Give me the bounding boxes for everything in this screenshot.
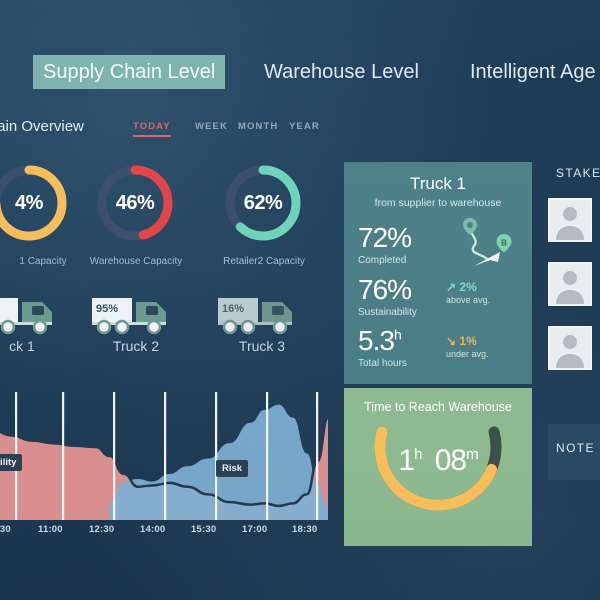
gauge-value-1: 46%: [115, 191, 155, 214]
page-title: Chain Overview: [0, 118, 84, 135]
x-tick-6: 18:30: [292, 524, 318, 535]
stakeholders-heading: STAKE: [556, 166, 600, 180]
avatar[interactable]: [548, 198, 592, 242]
truck-label-1: ck 1: [9, 338, 35, 354]
stat-sustainability: 76% Sustainability: [358, 274, 417, 319]
delta-total-hours: ↘ 1% under avg.: [446, 334, 520, 359]
section-header-row: Chain Overview TODAY WEEK MONTH YEAR: [0, 118, 600, 140]
filter-month[interactable]: MONTH: [238, 121, 279, 132]
truck-detail-subtitle: from supplier to warehouse: [374, 197, 502, 209]
filter-week[interactable]: WEEK: [195, 121, 228, 132]
truck-load-3: 16%: [222, 303, 245, 315]
x-tick-2: 12:30: [89, 524, 115, 535]
notes-panel[interactable]: [548, 424, 600, 480]
time-to-reach-value: 1h 08m: [398, 444, 478, 477]
truck-icon: [218, 298, 292, 335]
arrow-down-icon: ↘: [446, 334, 457, 348]
person-avatar-icon: [556, 335, 584, 368]
chart-label-risk: Risk: [216, 460, 249, 477]
x-tick-5: 17:00: [242, 524, 268, 535]
tab-warehouse-level[interactable]: Warehouse Level: [264, 61, 419, 83]
capacity-gauge-group: 4% 1 Capacity 46% Warehouse Capacity 62%…: [0, 160, 340, 280]
gauge-warehouse-capacity[interactable]: 46%: [92, 160, 178, 246]
svg-text:B: B: [501, 239, 507, 248]
filter-today[interactable]: TODAY: [133, 121, 171, 137]
stat-sustainability-value: 76%: [358, 274, 412, 305]
chart-gridline-6: [316, 392, 319, 520]
time-to-reach-title: Time to Reach Warehouse: [364, 400, 512, 414]
truck-label-2: Truck 2: [112, 338, 160, 354]
delta-sustainability-value: ↗ 2%: [446, 280, 477, 294]
gauge-caption-1: Warehouse Capacity: [89, 256, 183, 267]
notes-heading: NOTE: [556, 441, 595, 455]
x-tick-3: 14:00: [140, 524, 166, 535]
tab-supply-chain-level[interactable]: Supply Chain Level: [33, 55, 226, 89]
x-tick-1: 11:00: [38, 524, 63, 535]
stat-completed-value: 72%: [358, 222, 412, 253]
area-chart-svg: [0, 392, 330, 520]
delta-sustainability: ↗ 2% above avg.: [446, 280, 520, 305]
chart-gridline-2: [113, 392, 116, 520]
time-to-reach-panel: Time to Reach Warehouse 1h 08m: [344, 388, 532, 546]
time-gauge-arc: [374, 426, 502, 511]
person-avatar-icon: [556, 207, 584, 240]
truck-card-3[interactable]: 16% Truck 3: [214, 292, 310, 354]
delta-sustainability-label: above avg.: [446, 295, 491, 305]
gauge-value-0: 4%: [15, 191, 43, 214]
delta-total-hours-label: under avg.: [446, 349, 489, 359]
stat-sustainability-label: Sustainability: [358, 307, 417, 318]
arrow-up-icon: ↗: [446, 280, 457, 294]
avatar[interactable]: [548, 326, 592, 370]
chart-label-profitability: fitability: [0, 454, 23, 471]
profitability-risk-area-chart[interactable]: fitability Risk: [0, 392, 330, 520]
gauge-retailer2-capacity[interactable]: 62%: [220, 160, 306, 246]
avatar[interactable]: [548, 262, 592, 306]
chart-gridline-3: [164, 392, 167, 520]
stat-completed-label: Completed: [358, 255, 407, 266]
stat-completed: 72% Completed: [358, 222, 412, 267]
truck-icon: [92, 298, 166, 335]
truck-detail-title: Truck 1: [409, 174, 467, 193]
x-tick-4: 15:30: [191, 524, 217, 535]
stat-total-hours-value: 5.3h: [358, 325, 402, 356]
donut-chart-2: [225, 165, 301, 241]
truck-load-2: 95%: [96, 303, 119, 315]
truck-label-3: Truck 3: [238, 338, 286, 354]
chart-x-axis: 9:30 11:00 12:30 14:00 15:30 17:00 18:30: [0, 524, 328, 540]
chart-gridline-1: [62, 392, 65, 520]
stat-total-hours: 5.3h Total hours: [358, 325, 407, 370]
truck-card-2[interactable]: 95% Truck 2: [88, 292, 184, 354]
x-tick-0: 9:30: [0, 524, 11, 535]
gauge-value-2: 62%: [243, 191, 283, 214]
tab-intelligent-agent[interactable]: Intelligent Age: [470, 61, 596, 83]
donut-chart-0: [0, 165, 67, 241]
route-map-icon: B: [463, 218, 512, 266]
donut-chart-1: [97, 165, 173, 241]
gauge-retailer1-capacity[interactable]: 4%: [0, 160, 72, 246]
chart-gridline-4: [215, 392, 218, 520]
delta-total-hours-value: ↘ 1%: [446, 334, 477, 348]
gauge-caption-2: Retailer2 Capacity: [223, 256, 305, 267]
top-tab-bar: Supply Chain Level Warehouse Level Intel…: [0, 55, 600, 91]
chart-gridline-5: [266, 392, 269, 520]
truck-status-group: % ck 1 95% Truck 2: [0, 292, 340, 360]
truck-icon: [0, 298, 52, 335]
truck-card-1[interactable]: % ck 1: [0, 292, 70, 354]
truck-detail-panel: Truck 1 from supplier to warehouse B 72%…: [344, 162, 532, 384]
gauge-caption-0: 1 Capacity: [19, 256, 67, 267]
filter-year[interactable]: YEAR: [289, 121, 320, 132]
person-avatar-icon: [556, 271, 584, 304]
stat-total-hours-label: Total hours: [358, 358, 407, 369]
